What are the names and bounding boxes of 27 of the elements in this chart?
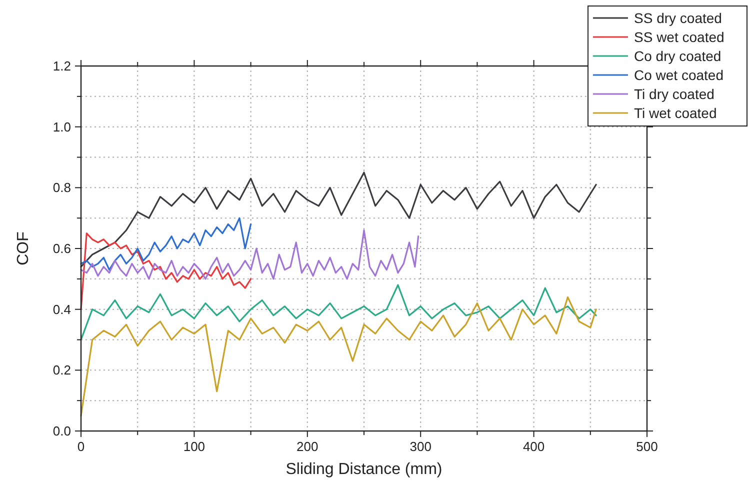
x-tick-label: 200 [296, 439, 318, 454]
x-axis-title: Sliding Distance (mm) [286, 461, 442, 478]
y-tick-label: 0.6 [52, 241, 71, 256]
y-tick-label: 1.2 [52, 58, 71, 74]
line-series [80, 172, 597, 268]
x-tick-label: 0 [77, 439, 85, 454]
legend-label: SS wet coated [634, 29, 724, 45]
legend-label: Ti dry coated [634, 86, 714, 102]
x-tick-label: 300 [410, 439, 432, 454]
line-series [80, 232, 252, 310]
x-tick-label: 100 [183, 439, 206, 454]
y-tick-label: 0.0 [52, 424, 71, 438]
line-series [80, 217, 252, 271]
legend-label: SS dry coated [634, 10, 722, 26]
y-tick-label: 0.2 [52, 362, 71, 378]
y-tick-label: 0.8 [52, 180, 71, 196]
line-series [80, 284, 597, 341]
x-tick-label: 400 [522, 439, 545, 454]
y-axis-title: COF [15, 231, 32, 266]
x-tick-label: 500 [636, 439, 658, 454]
line-series [80, 296, 597, 417]
y-tick-label: 1.0 [52, 119, 71, 134]
legend-label: Ti wet coated [634, 105, 717, 121]
y-tick-label: 0.4 [52, 302, 71, 317]
line-series [80, 229, 420, 280]
legend-label: Co wet coated [634, 67, 724, 83]
legend-label: Co dry coated [634, 48, 722, 64]
